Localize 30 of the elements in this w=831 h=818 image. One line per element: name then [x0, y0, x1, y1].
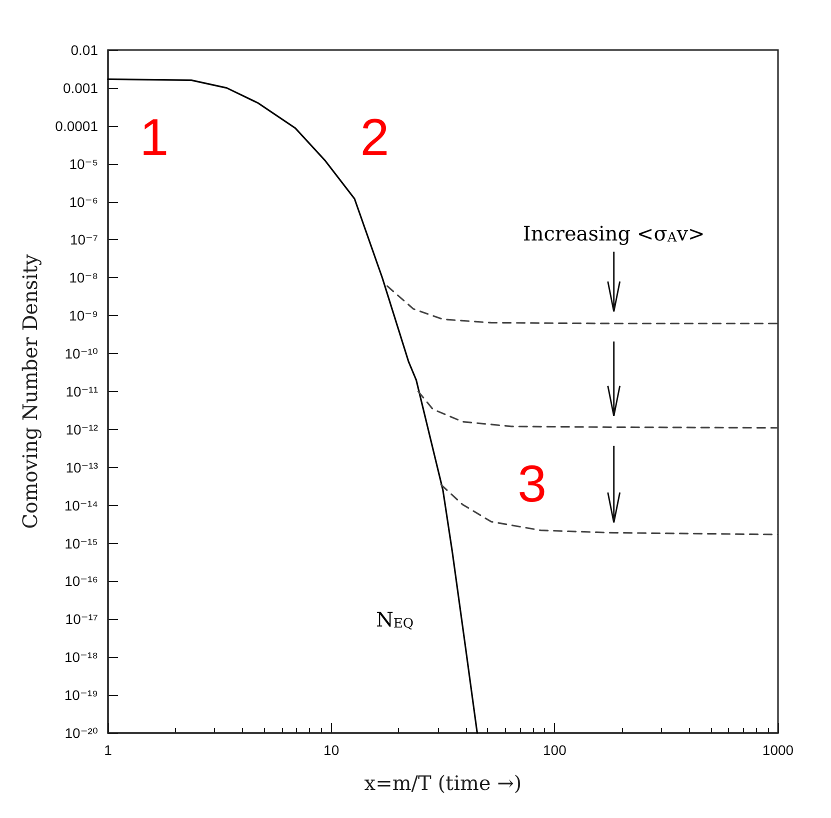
- y-tick-label: 10⁻¹⁵: [64, 535, 98, 552]
- annotation: NEQ: [376, 608, 414, 632]
- x-tick-label: 1000: [762, 742, 794, 758]
- annotation: Increasing <σAv>: [522, 222, 705, 246]
- x-tick-label: 100: [542, 742, 567, 758]
- x-tick-label: 10: [324, 742, 340, 758]
- y-tick-label: 10⁻¹⁷: [65, 611, 98, 628]
- y-tick-label: 10⁻¹⁸: [64, 649, 98, 666]
- y-tick-label: 10⁻¹³: [66, 459, 98, 476]
- x-axis-title: x=m/T (time →): [364, 771, 522, 795]
- y-tick-label: 10⁻¹⁶: [64, 573, 98, 590]
- y-tick-label: 10⁻⁶: [69, 194, 98, 210]
- y-tick-label: 10⁻¹⁰: [64, 346, 98, 362]
- y-tick-label: 10⁻⁷: [70, 232, 98, 248]
- y-tick-label: 0.01: [70, 42, 98, 58]
- y-tick-label: 10⁻¹¹: [66, 384, 98, 400]
- y-tick-label: 10⁻⁸: [69, 270, 98, 286]
- y-tick-label: 10⁻⁵: [69, 156, 98, 172]
- y-axis-title: Comoving Number Density: [18, 253, 42, 529]
- annotation: 1: [140, 109, 169, 168]
- y-tick-label: 10⁻⁹: [69, 308, 98, 324]
- y-tick-label: 0.0001: [55, 118, 98, 134]
- y-tick-label: 10⁻¹⁹: [64, 687, 98, 704]
- y-tick-label: 10⁻¹⁴: [64, 497, 98, 514]
- y-tick-label: 10⁻²⁰: [64, 725, 98, 741]
- annotation: 3: [518, 455, 547, 514]
- x-tick-label: 1: [104, 742, 112, 758]
- annotation: 2: [360, 109, 390, 168]
- y-tick-label: 0.001: [62, 80, 98, 96]
- y-tick-label: 10⁻¹²: [66, 421, 98, 438]
